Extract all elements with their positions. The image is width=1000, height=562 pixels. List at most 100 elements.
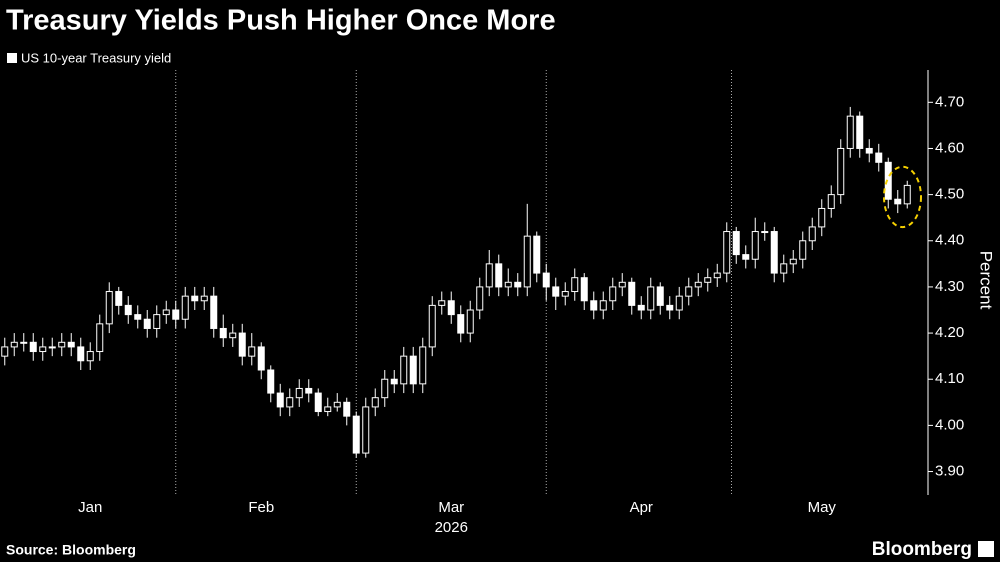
candle-body [685,286,693,297]
candle-body [371,397,379,408]
y-tick-label: 4.30 [935,278,964,295]
candle-body [552,286,560,297]
candle-body [10,341,18,348]
chart-title: Treasury Yields Push Higher Once More [6,5,556,37]
y-tick-label: 4.10 [935,370,964,387]
candle-body [523,235,531,288]
candle-body [770,231,778,274]
y-tick-label: 4.20 [935,324,964,341]
candle-body [742,254,750,260]
candle-body [286,397,294,408]
candle-body [229,332,237,339]
y-tick-label: 4.60 [935,139,964,156]
candle-body [485,263,493,288]
candle-body [305,387,313,394]
candle-body [732,231,740,256]
y-axis-label: Percent [977,251,996,310]
candle-body [713,272,721,279]
candle-body [875,152,883,163]
candle-body [381,378,389,399]
candle-body [837,147,845,196]
source: Source: Bloomberg [6,542,136,558]
y-tick-label: 4.40 [935,232,964,249]
candle-body [618,281,626,288]
candle-body [153,314,161,329]
candle-body [162,309,170,316]
candle-body [647,286,655,311]
candle-body [666,304,674,311]
candle-body [295,387,303,399]
candle-body [827,194,835,209]
legend-label: US 10-year Treasury yield [21,50,171,65]
candle-body [219,327,227,339]
candle-body [628,281,636,306]
candle-body [799,240,807,260]
candle-body [428,304,436,348]
candle-body [343,401,351,417]
candle-body [514,281,522,288]
candle-body [333,401,341,408]
candle-body [571,277,579,293]
candle-body [105,291,113,325]
candle-body [172,309,180,320]
x-tick-label: Mar [438,499,464,516]
candle-body [124,304,132,316]
candle-body [191,295,199,302]
candle-body [77,346,85,362]
candle-body [276,392,284,408]
candle-body [210,295,218,329]
candle-body [400,355,408,385]
candle-body [903,184,911,205]
candle-body [751,231,759,260]
candle-body [58,341,66,348]
candle-body [409,355,417,385]
candle-body [447,300,455,316]
candle-body [533,235,541,274]
candle-body [789,258,797,265]
y-tick-label: 4.00 [935,416,964,433]
candle-body [267,369,275,394]
annotation-circle [883,165,922,229]
candle-body [761,231,769,234]
candle-body [352,415,360,454]
candle-body [390,378,398,385]
brand-icon [978,541,994,557]
candle-body [818,207,826,228]
x-year-label: 2026 [435,519,468,536]
x-tick-label: Apr [630,499,653,516]
candle-body [248,346,256,357]
candle-body [86,351,94,362]
candle-body [884,161,892,200]
candle-body [1,346,9,357]
candle-body [20,341,28,344]
x-tick-label: Feb [248,499,274,516]
candle-body [466,309,474,334]
candle-body [561,291,569,297]
candle-body [542,272,550,288]
candle-body [656,286,664,306]
candle-body [96,323,104,353]
candle-body [637,304,645,311]
candle-body [457,314,465,334]
candle-body [580,277,588,302]
candle-body [865,147,873,154]
candle-body [143,318,151,329]
candle-body [362,406,370,454]
candle-body [29,341,37,353]
candle-body [590,300,598,311]
candle-body [324,406,332,413]
candle-body [599,300,607,311]
candle-body [856,115,864,149]
y-tick-label: 4.50 [935,186,964,203]
legend-swatch [7,53,17,63]
candle-body [609,286,617,302]
candle-body [476,286,484,311]
candle-body [67,341,75,348]
x-tick-label: May [808,499,837,516]
candle-body [419,346,427,385]
candle-body [115,291,123,306]
candle-body [200,295,208,302]
brand: Bloomberg [872,539,972,560]
candle-body [257,346,265,371]
